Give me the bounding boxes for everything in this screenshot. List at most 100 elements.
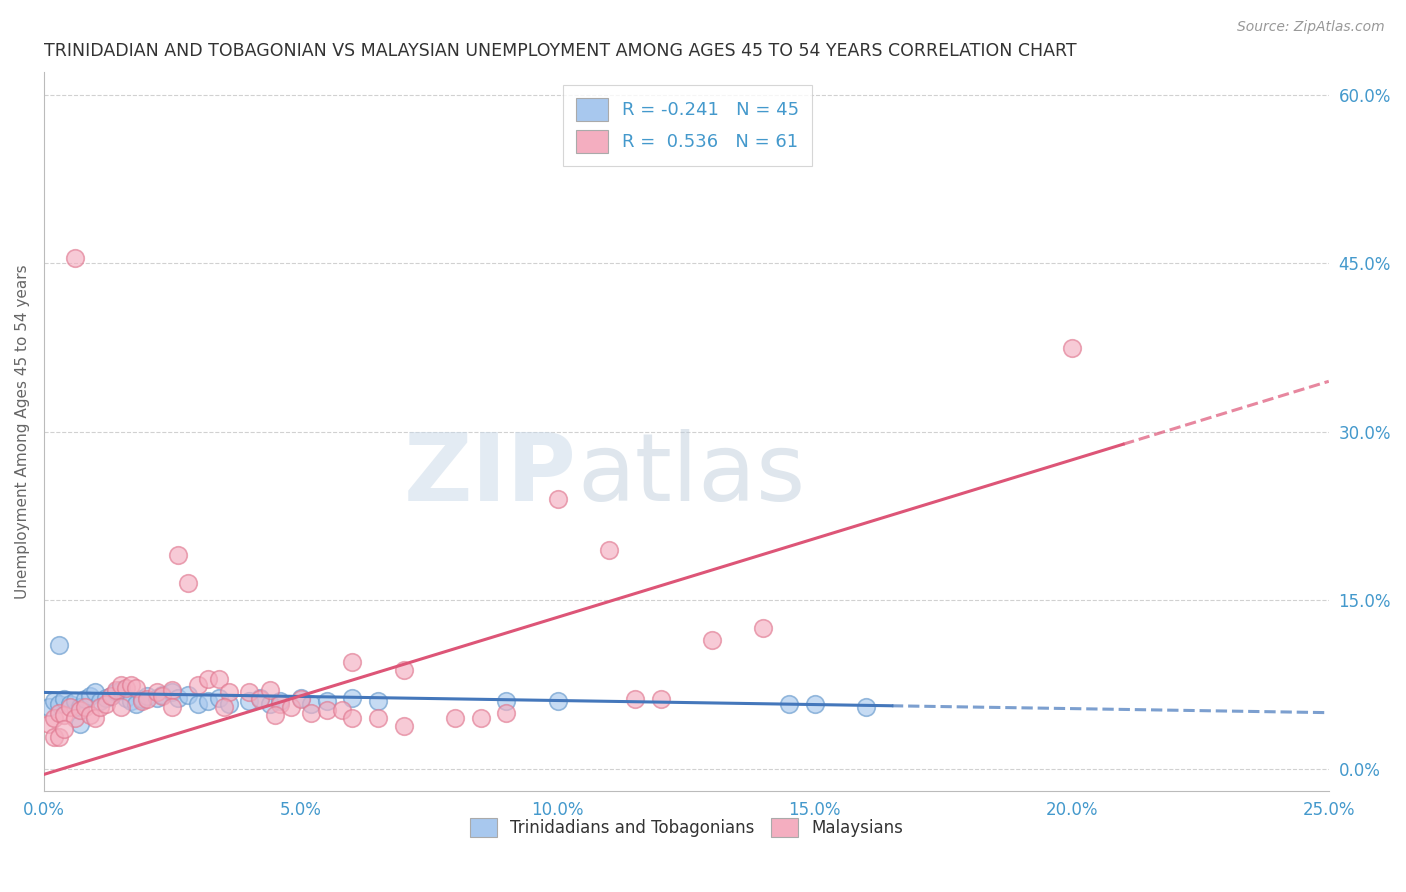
- Point: [259, 697, 281, 711]
- Point: [187, 697, 209, 711]
- Point: [38, 700, 60, 714]
- Point: [69, 703, 91, 717]
- Point: [197, 694, 219, 708]
- Point: [38, 717, 60, 731]
- Point: [104, 683, 127, 698]
- Point: [94, 697, 117, 711]
- Point: [120, 694, 142, 708]
- Point: [444, 711, 467, 725]
- Point: [238, 685, 260, 699]
- Point: [100, 689, 122, 703]
- Point: [162, 683, 184, 698]
- Point: [218, 685, 240, 699]
- Point: [290, 691, 312, 706]
- Point: [367, 711, 389, 725]
- Point: [162, 685, 184, 699]
- Point: [342, 655, 364, 669]
- Point: [547, 492, 569, 507]
- Point: [166, 691, 188, 706]
- Point: [44, 711, 66, 725]
- Point: [495, 706, 517, 720]
- Point: [84, 685, 107, 699]
- Y-axis label: Unemployment Among Ages 45 to 54 years: Unemployment Among Ages 45 to 54 years: [15, 265, 30, 599]
- Point: [1060, 341, 1083, 355]
- Point: [53, 692, 76, 706]
- Point: [238, 694, 260, 708]
- Point: [48, 731, 70, 745]
- Point: [84, 711, 107, 725]
- Point: [58, 700, 80, 714]
- Point: [330, 703, 353, 717]
- Point: [218, 697, 240, 711]
- Point: [115, 691, 138, 706]
- Point: [315, 703, 337, 717]
- Point: [269, 697, 291, 711]
- Point: [249, 691, 271, 706]
- Point: [131, 692, 153, 706]
- Point: [115, 681, 138, 695]
- Point: [269, 694, 291, 708]
- Point: [53, 707, 76, 722]
- Point: [110, 677, 132, 691]
- Point: [69, 700, 91, 714]
- Point: [44, 694, 66, 708]
- Point: [187, 677, 209, 691]
- Point: [58, 697, 80, 711]
- Point: [315, 694, 337, 708]
- Point: [44, 731, 66, 745]
- Point: [89, 700, 111, 714]
- Point: [212, 700, 235, 714]
- Point: [177, 688, 200, 702]
- Point: [79, 689, 101, 703]
- Point: [100, 689, 122, 703]
- Point: [48, 697, 70, 711]
- Point: [299, 697, 322, 711]
- Point: [146, 685, 169, 699]
- Point: [700, 632, 723, 647]
- Point: [197, 672, 219, 686]
- Point: [48, 638, 70, 652]
- Point: [110, 700, 132, 714]
- Point: [63, 694, 86, 708]
- Point: [177, 576, 200, 591]
- Point: [855, 700, 877, 714]
- Point: [547, 694, 569, 708]
- Point: [63, 251, 86, 265]
- Point: [280, 700, 302, 714]
- Point: [208, 672, 231, 686]
- Point: [150, 689, 173, 703]
- Point: [752, 621, 775, 635]
- Point: [208, 691, 231, 706]
- Point: [125, 681, 148, 695]
- Text: ZIP: ZIP: [405, 429, 576, 521]
- Point: [598, 542, 620, 557]
- Point: [264, 707, 287, 722]
- Point: [342, 691, 364, 706]
- Point: [778, 697, 800, 711]
- Point: [290, 692, 312, 706]
- Point: [299, 706, 322, 720]
- Point: [131, 694, 153, 708]
- Legend: Trinidadians and Tobagonians, Malaysians: Trinidadians and Tobagonians, Malaysians: [463, 812, 910, 844]
- Point: [150, 688, 173, 702]
- Point: [495, 694, 517, 708]
- Point: [69, 717, 91, 731]
- Point: [342, 711, 364, 725]
- Point: [470, 711, 492, 725]
- Point: [624, 692, 647, 706]
- Point: [63, 711, 86, 725]
- Point: [162, 700, 184, 714]
- Point: [89, 694, 111, 708]
- Point: [804, 697, 827, 711]
- Point: [259, 683, 281, 698]
- Point: [79, 707, 101, 722]
- Point: [125, 697, 148, 711]
- Point: [48, 706, 70, 720]
- Point: [367, 694, 389, 708]
- Point: [104, 685, 127, 699]
- Point: [73, 700, 96, 714]
- Point: [650, 692, 672, 706]
- Point: [120, 677, 142, 691]
- Text: Source: ZipAtlas.com: Source: ZipAtlas.com: [1237, 20, 1385, 34]
- Text: TRINIDADIAN AND TOBAGONIAN VS MALAYSIAN UNEMPLOYMENT AMONG AGES 45 TO 54 YEARS C: TRINIDADIAN AND TOBAGONIAN VS MALAYSIAN …: [44, 42, 1077, 60]
